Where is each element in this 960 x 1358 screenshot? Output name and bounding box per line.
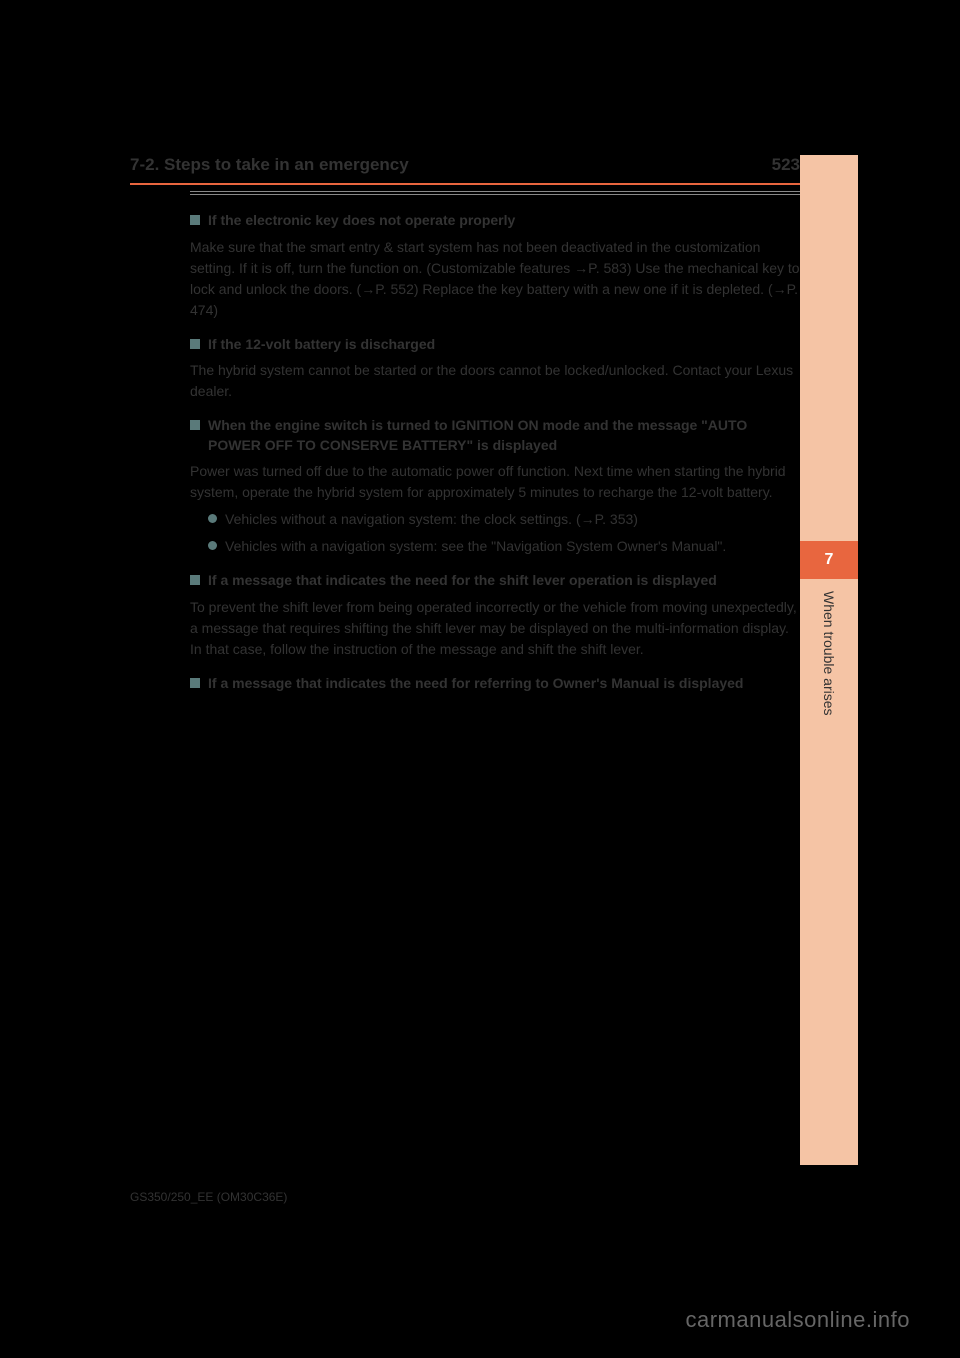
sub-text: Vehicles with a navigation system: see t… [225,536,726,557]
tab-text-region: When trouble arises [800,579,858,779]
sub-item: Vehicles with a navigation system: see t… [208,536,800,557]
sub-text: Vehicles without a navigation system: th… [225,509,638,530]
section-block: When the engine switch is turned to IGNI… [190,416,800,557]
section-block: If the electronic key does not operate p… [190,211,800,321]
round-bullet-icon [208,541,217,550]
square-bullet-icon [190,420,200,430]
section-body-text: Make sure that the smart entry & start s… [190,237,800,321]
tab-lower-region [800,779,858,1165]
chapter-number: 7 [825,551,834,569]
section-body-text: The hybrid system cannot be started or t… [190,360,800,402]
side-navigation-tab: 7 When trouble arises [800,155,858,1165]
double-horizontal-line-2 [190,194,800,195]
section-heading: If the 12-volt battery is discharged [208,335,435,355]
section-body-text: To prevent the shift lever from being op… [190,597,800,660]
chapter-number-tab[interactable]: 7 [800,541,858,579]
square-bullet-icon [190,575,200,585]
section-heading: If the electronic key does not operate p… [208,211,515,231]
divider-line [130,183,800,185]
section-heading: If a message that indicates the need for… [208,674,743,694]
chapter-title-vertical: When trouble arises [821,591,837,716]
round-bullet-icon [208,514,217,523]
document-date: GS350/250_EE (OM30C36E) [130,1190,287,1204]
section-body-text: Power was turned off due to the automati… [190,461,800,503]
square-bullet-icon [190,339,200,349]
section-heading: If a message that indicates the need for… [208,571,717,591]
section-title: 7-2. Steps to take in an emergency [130,155,409,175]
section-block: If a message that indicates the need for… [190,571,800,660]
sub-item: Vehicles without a navigation system: th… [208,509,800,530]
square-bullet-icon [190,215,200,225]
page-number: 523 [772,155,800,175]
square-bullet-icon [190,678,200,688]
double-horizontal-line [190,191,800,192]
tab-upper-region [800,155,858,541]
watermark: carmanualsonline.info [685,1307,910,1333]
section-block: If the 12-volt battery is discharged The… [190,335,800,403]
section-heading: When the engine switch is turned to IGNI… [208,416,800,455]
section-block: If a message that indicates the need for… [190,674,800,694]
